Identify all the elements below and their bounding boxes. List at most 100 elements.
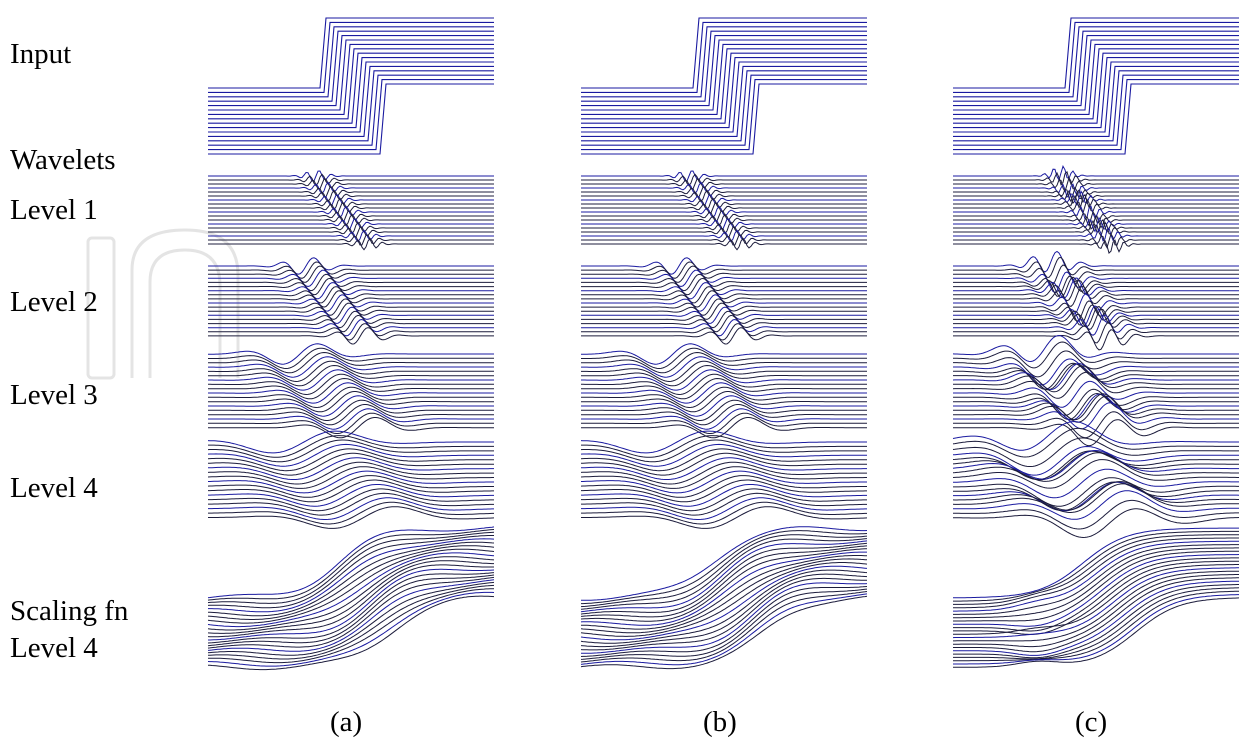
scaling-trace <box>953 564 1239 635</box>
level4-trace <box>207 430 494 454</box>
level2-trace <box>581 277 867 296</box>
level1-trace <box>953 176 1239 193</box>
input-trace <box>581 83 867 155</box>
scaling-trace <box>580 538 868 610</box>
level2-trace <box>208 298 494 316</box>
scaling-trace <box>580 593 868 666</box>
level4-trace <box>207 448 494 472</box>
label-level-2: Level 2 <box>10 286 98 318</box>
scaling-trace <box>208 538 495 613</box>
scaling-trace <box>953 597 1240 668</box>
input-trace <box>581 17 867 89</box>
level1-trace <box>953 218 1239 234</box>
level1-trace <box>208 202 494 214</box>
level1-trace <box>581 226 867 238</box>
level1-trace <box>208 173 494 187</box>
scaling-trace <box>207 560 494 634</box>
level3-trace <box>208 373 494 396</box>
level4-trace <box>581 479 867 503</box>
level4-trace <box>953 477 1239 507</box>
scaling-trace <box>207 572 495 644</box>
level1-trace <box>581 194 867 206</box>
level4-trace <box>952 481 1239 511</box>
input-trace <box>953 17 1239 89</box>
level4-trace <box>581 497 867 520</box>
level4-trace <box>580 430 867 454</box>
level4-trace <box>580 448 867 472</box>
input-trace <box>953 83 1239 155</box>
level3-trace <box>953 411 1239 439</box>
input-trace <box>208 79 494 151</box>
level2-trace <box>581 282 867 300</box>
level3-trace <box>581 377 867 400</box>
level4-trace <box>953 481 1240 512</box>
input-trace <box>953 30 1239 102</box>
scaling-trace <box>953 580 1239 656</box>
level3-trace <box>208 343 494 365</box>
level2-trace <box>208 277 494 296</box>
level4-trace <box>208 501 494 525</box>
level3-trace <box>953 392 1239 421</box>
level4-trace <box>207 466 494 489</box>
level2-trace <box>581 290 867 308</box>
level4-trace <box>207 457 494 480</box>
level2-trace <box>953 256 1239 278</box>
level1-trace <box>953 239 1239 254</box>
level2-trace <box>953 276 1239 299</box>
level3-trace <box>208 364 494 387</box>
level2-trace <box>581 323 867 341</box>
level2-trace <box>581 257 867 275</box>
input-trace <box>953 43 1239 115</box>
level3-trace <box>208 386 494 409</box>
scaling-trace <box>207 545 495 620</box>
level2-trace <box>953 275 1239 297</box>
input-trace <box>208 48 494 120</box>
scaling-trace <box>952 537 1239 609</box>
level2-trace <box>581 306 867 324</box>
scaling-trace <box>207 541 495 617</box>
level3-trace <box>581 373 867 396</box>
input-trace <box>953 70 1239 142</box>
level3-trace <box>208 399 494 421</box>
level3-trace <box>953 388 1239 416</box>
level3-trace <box>953 419 1239 447</box>
level4-trace <box>208 488 494 512</box>
input-trace <box>208 61 494 133</box>
level4-trace <box>953 499 1239 530</box>
level2-trace <box>208 306 494 324</box>
level2-trace <box>208 314 494 333</box>
level4-trace <box>953 490 1239 520</box>
scaling-trace <box>952 567 1239 639</box>
level1-trace <box>581 218 867 230</box>
level4-trace <box>580 439 867 463</box>
scaling-trace <box>953 574 1239 648</box>
level1-trace <box>208 226 494 238</box>
level4-trace <box>952 468 1239 499</box>
level3-trace <box>953 358 1239 386</box>
input-trace <box>953 79 1239 151</box>
level3-trace <box>581 391 867 413</box>
scaling-trace <box>953 590 1239 662</box>
scaling-trace <box>953 594 1239 665</box>
level4-trace <box>207 461 494 485</box>
level3-trace <box>208 395 494 417</box>
input-trace <box>953 65 1239 137</box>
scaling-trace <box>207 595 495 671</box>
scaling-trace <box>207 564 494 638</box>
level4-trace <box>581 506 868 529</box>
scaling-trace <box>581 526 868 601</box>
level2-trace <box>208 273 494 292</box>
level3-trace <box>581 364 867 387</box>
scaling-trace <box>207 556 495 631</box>
level4-trace <box>207 475 494 498</box>
level2-trace <box>953 271 1239 293</box>
caption-a: (a) <box>330 706 363 738</box>
level2-trace <box>581 286 867 304</box>
level4-trace <box>208 479 494 503</box>
input-trace <box>208 39 494 111</box>
level2-trace <box>581 327 867 345</box>
label-level-3: Level 3 <box>10 379 98 411</box>
level4-trace <box>952 449 1239 480</box>
level4-trace <box>208 497 494 520</box>
